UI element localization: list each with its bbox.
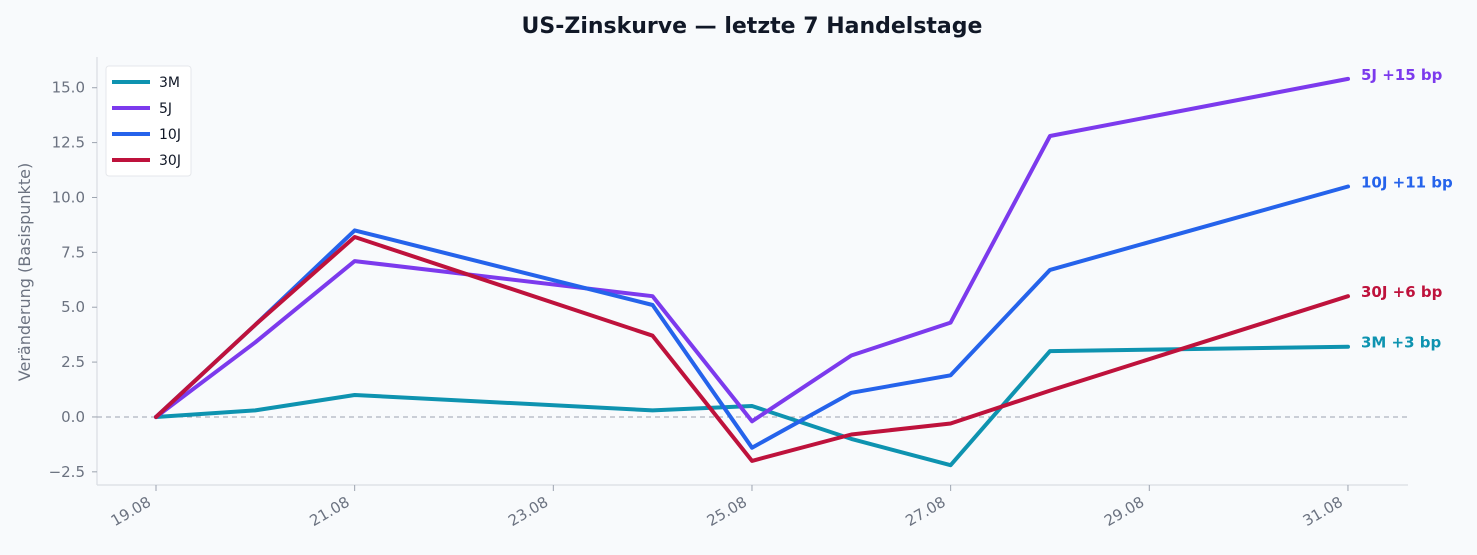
legend-box (105, 65, 192, 177)
end-label-30j: 30J +6 bp (1361, 283, 1443, 301)
y-tick-label: 12.5 (52, 134, 85, 152)
chart-title: US-Zinskurve — letzte 7 Handelstage (522, 14, 983, 39)
legend-label-3m: 3M (159, 75, 180, 91)
x-tick-label: 25.08 (704, 493, 750, 530)
y-tick-label: 2.5 (61, 353, 85, 371)
legend: 3M 5J 10J 30J (105, 65, 192, 177)
legend-label-5j: 5J (159, 101, 172, 117)
series-line-5j (154, 76, 1350, 424)
legend-label-30j: 30J (159, 153, 181, 169)
tick-labels: −2.5 0.0 2.5 5.0 7.5 10.0 12.5 15.0 19.08 21.08 23… (49, 79, 1349, 530)
x-tick-label: 31.08 (1300, 493, 1346, 530)
y-tick-label: −2.5 (49, 463, 85, 481)
y-tick-label: 7.5 (61, 243, 85, 261)
end-label-5j: 5J +15 bp (1361, 66, 1443, 84)
end-labels: 3M +3 bp 5J +15 bp 10J +11 bp 30J +6 bp (1361, 66, 1453, 352)
x-tick-label: 27.08 (902, 493, 948, 530)
x-tick-label: 21.08 (306, 493, 352, 530)
legend-label-10j: 10J (159, 127, 181, 143)
axes (96, 57, 1408, 486)
series-line-30j (154, 235, 1350, 463)
y-tick-label: 15.0 (52, 79, 85, 97)
end-label-3m: 3M +3 bp (1361, 334, 1442, 352)
x-tick-label: 29.08 (1101, 493, 1147, 530)
y-axis-label: Veränderung (Basispunkte) (15, 163, 34, 381)
y-tick-label: 5.0 (61, 298, 85, 316)
end-label-10j: 10J +11 bp (1361, 173, 1453, 191)
y-tick-label: 0.0 (61, 408, 85, 426)
x-tick-label: 19.08 (108, 493, 154, 530)
series-lines (154, 76, 1350, 468)
series-line-3m (154, 344, 1350, 468)
x-tick-label: 23.08 (505, 493, 551, 530)
series-line-10j (154, 184, 1350, 450)
y-tick-label: 10.0 (52, 188, 85, 206)
